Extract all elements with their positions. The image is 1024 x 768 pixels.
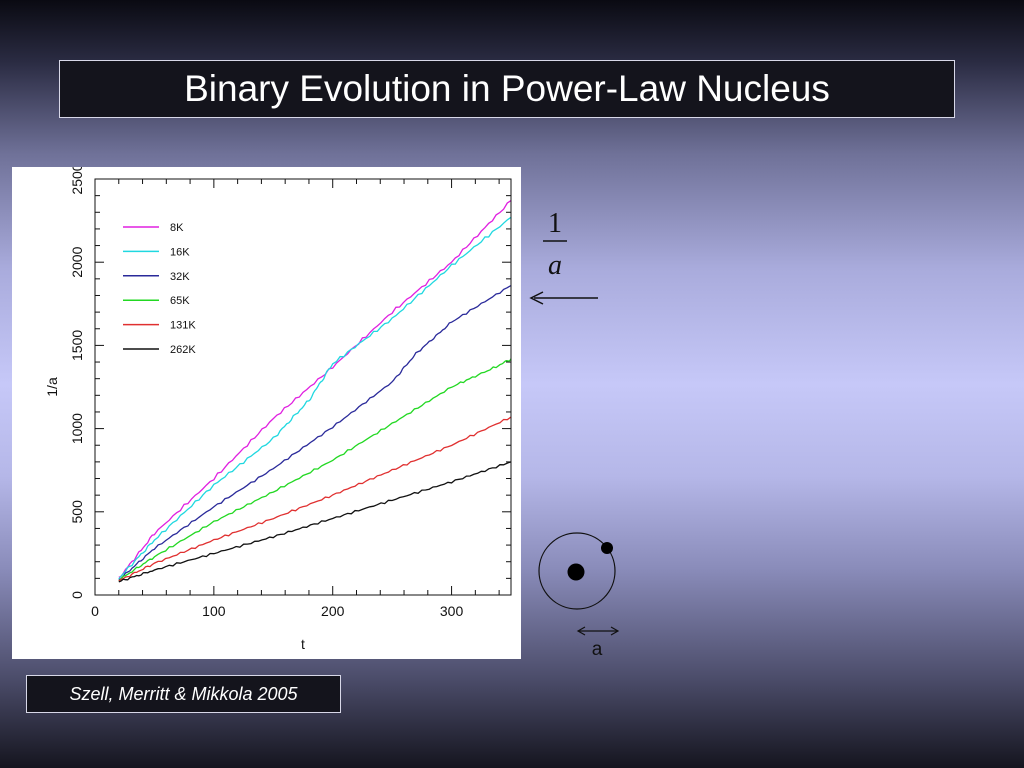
plot-frame <box>94 178 512 596</box>
x-axis-label: t <box>301 636 305 652</box>
legend-label: 131K <box>170 320 196 332</box>
title-box: Binary Evolution in Power-Law Nucleus <box>59 60 955 118</box>
legend-label: 65K <box>170 295 190 307</box>
left-arrow-icon <box>529 291 598 305</box>
legend-label: 8K <box>170 222 184 234</box>
series-line-32K <box>118 284 512 581</box>
central-mass-dot <box>567 563 585 581</box>
legend-label: 262K <box>170 344 196 356</box>
x-tick-label: 200 <box>321 603 345 619</box>
x-tick-label: 300 <box>440 603 464 619</box>
citation-text: Szell, Merritt & Mikkola 2005 <box>69 683 298 704</box>
y-tick-label: 1000 <box>69 413 85 444</box>
series-line-131K <box>118 416 512 582</box>
y-tick-label: 2000 <box>69 246 85 277</box>
series-line-65K <box>118 358 512 582</box>
citation-box: Szell, Merritt & Mikkola 2005 <box>26 675 341 713</box>
series-line-16K <box>118 216 512 580</box>
x-tick-label: 100 <box>202 603 226 619</box>
binary-orbit-icon <box>538 532 616 610</box>
formula-numerator: 1 <box>548 208 562 239</box>
legend-label: 16K <box>170 246 190 258</box>
y-axis-label: 1/a <box>44 377 60 397</box>
chart-panel: 0 100 200 300 0 500 1000 1500 2000 2500 8K 16K 32K 6… <box>12 167 521 659</box>
y-tick-label: 0 <box>69 591 85 599</box>
series-line-262K <box>118 461 512 583</box>
y-tick-label: 2500 <box>69 167 85 195</box>
orbiting-body-dot <box>601 542 613 554</box>
y-tick-label: 1500 <box>69 330 85 361</box>
double-arrow-icon <box>576 626 620 636</box>
y-tick-label: 500 <box>69 500 85 524</box>
orbit-circle <box>538 532 616 610</box>
orbit-separation-label: a <box>592 639 603 660</box>
x-tick-label: 0 <box>91 603 99 619</box>
legend-label: 32K <box>170 271 190 283</box>
slide-title: Binary Evolution in Power-Law Nucleus <box>184 68 830 109</box>
series-line-8K <box>118 200 512 578</box>
formula-denominator: a <box>548 250 562 281</box>
line-chart: 0 100 200 300 0 500 1000 1500 2000 2500 8K 16K 32K 6… <box>44 167 512 652</box>
